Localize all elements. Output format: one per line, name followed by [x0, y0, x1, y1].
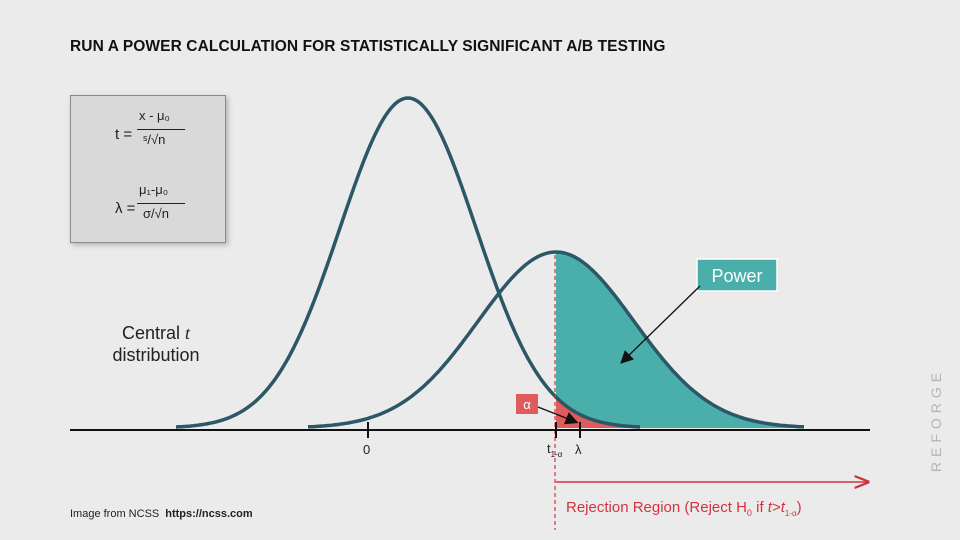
noncentral-t-curve: [307, 250, 805, 429]
source-text: Image from NCSS: [70, 508, 160, 520]
formula-t-lhs: t =: [115, 126, 133, 143]
formula-lambda-numerator: μ₁-μ₀: [139, 182, 169, 197]
power-arrow: [620, 285, 701, 364]
formula-lambda-bar: [137, 203, 185, 204]
power-label: Power: [711, 266, 762, 286]
central-line2: distribution: [112, 345, 200, 365]
tick-label-tcrit: t1-α: [547, 441, 563, 459]
tick-label-zero: 0: [363, 442, 370, 457]
central-t-label: Central t distribution: [96, 322, 216, 366]
central-t-curve: [175, 96, 641, 429]
rejection-label: Rejection Region (Reject H0 if t>t1-α): [566, 499, 802, 518]
page-title: RUN A POWER CALCULATION FOR STATISTICALL…: [70, 38, 666, 55]
formula-t-bar: [137, 129, 185, 130]
formula-box: t = x - μ₀ ˢ/√n λ = μ₁-μ₀ σ/√n: [70, 95, 226, 243]
formula-lambda-denominator: σ/√n: [143, 206, 169, 221]
alpha-label: α: [523, 397, 531, 412]
formula-lambda-lhs: λ =: [115, 200, 136, 217]
brand-text: REFORGE: [928, 367, 944, 473]
tick-label-lambda: λ: [575, 442, 582, 457]
source-link[interactable]: https://ncss.com: [165, 508, 253, 520]
central-italic-t: t: [185, 323, 191, 343]
power-region: [556, 252, 804, 428]
formula-t-denominator: ˢ/√n: [143, 132, 166, 147]
formula-t-numerator: x - μ₀: [139, 108, 170, 123]
brand-watermark: REFORGE: [924, 360, 948, 480]
alpha-label-box: [516, 394, 538, 414]
power-label-box: [696, 258, 778, 292]
source-credit: Image from NCSS https://ncss.com: [70, 508, 253, 520]
central-line1: Central: [121, 323, 180, 343]
alpha-arrow: [537, 406, 579, 425]
